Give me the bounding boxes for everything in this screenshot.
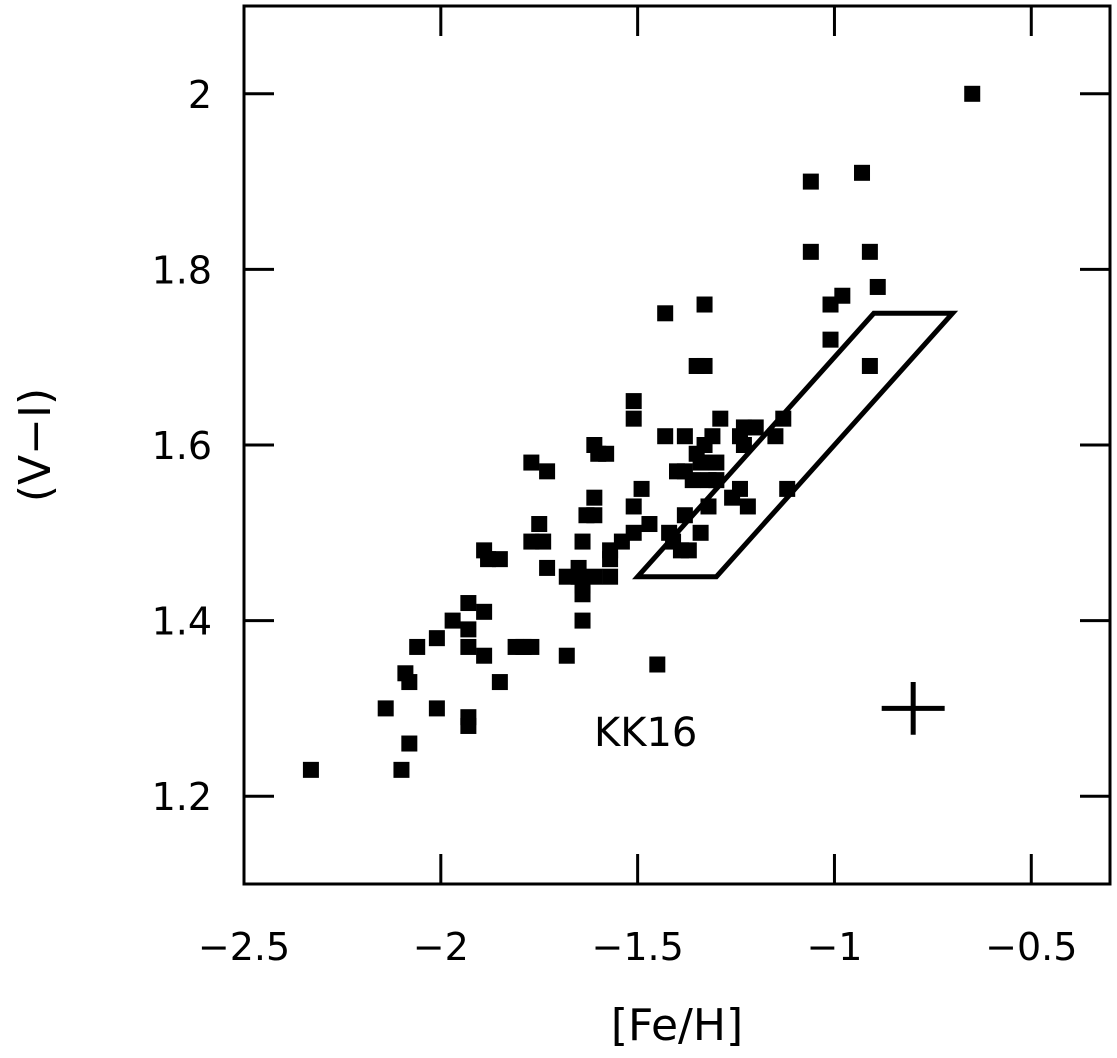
data-point [657,428,674,445]
data-point [747,419,764,436]
data-point [779,480,796,497]
data-point [523,638,540,655]
data-point [802,173,819,190]
data-point [558,647,575,664]
tick-labels: −2.5 −2 −1.5 −1 −0.5 1.2 1.4 1.6 1.8 2 [152,73,1078,969]
data-point [460,595,477,612]
data-point [735,437,752,453]
data-point [409,638,426,655]
data-point [708,472,725,489]
data-point [460,717,477,734]
data-point [539,463,556,480]
data-point [302,761,319,778]
data-point [692,454,709,471]
data-point [491,674,508,691]
data-point [861,357,878,374]
data-point [802,243,819,260]
data-point [401,735,418,752]
y-tick-label: 2 [188,73,212,117]
data-point [586,489,603,506]
data-point [586,568,603,585]
data-point [523,454,540,471]
data-point [700,498,717,515]
y-axis-title: (V−I) [10,388,61,502]
data-point [491,551,508,568]
data-point [696,296,713,313]
data-point [535,533,552,550]
data-point [775,410,792,427]
data-point [460,621,477,638]
x-tick-label: −2 [413,925,469,969]
data-point [822,331,839,348]
data-point [657,305,674,322]
data-point [574,533,591,550]
y-tick-label: 1.2 [152,775,212,819]
data-point [964,85,981,102]
data-point [676,428,693,445]
data-point [598,445,615,462]
data-point [602,568,619,585]
data-point [869,278,886,295]
x-tick-label: −1 [806,925,862,969]
y-tick-label: 1.6 [152,424,212,468]
data-point [708,454,725,471]
data-point [586,507,603,524]
annotation-label: KK16 [594,710,697,756]
y-tick-label: 1.8 [152,248,212,292]
data-point [676,507,693,524]
data-point [539,559,556,576]
data-point [476,603,493,620]
selection-region [632,310,959,580]
data-point [625,393,642,410]
data-point [574,612,591,629]
data-point [625,524,642,541]
data-point [444,612,461,629]
data-point [393,761,410,778]
data-point [649,656,666,673]
data-point [401,674,418,691]
data-point [861,243,878,260]
x-tick-label: −0.5 [985,925,1077,969]
data-point [767,428,784,445]
data-point [731,480,748,497]
data-point [602,551,619,568]
data-point [574,586,591,603]
data-point [377,700,394,717]
data-point [692,524,709,541]
data-point [641,516,658,533]
data-point [428,700,445,717]
data-points [302,85,981,778]
data-point [625,410,642,427]
x-axis-title: [Fe/H] [611,1000,743,1051]
y-tick-label: 1.4 [152,600,212,644]
data-point [531,516,548,533]
data-point [854,164,871,181]
data-point [476,647,493,664]
data-point [625,498,642,515]
x-tick-label: −1.5 [591,925,683,969]
data-point [633,480,650,497]
data-point [739,498,756,515]
data-point [460,638,477,655]
axis-ticks [242,6,1110,884]
data-point [684,472,701,489]
data-point [680,542,697,559]
data-point [428,630,445,647]
data-point [704,428,721,445]
error-bar-cross [881,682,945,735]
data-point [834,287,851,304]
data-point [712,410,729,427]
data-point [696,357,713,374]
x-tick-label: −2.5 [198,925,290,969]
